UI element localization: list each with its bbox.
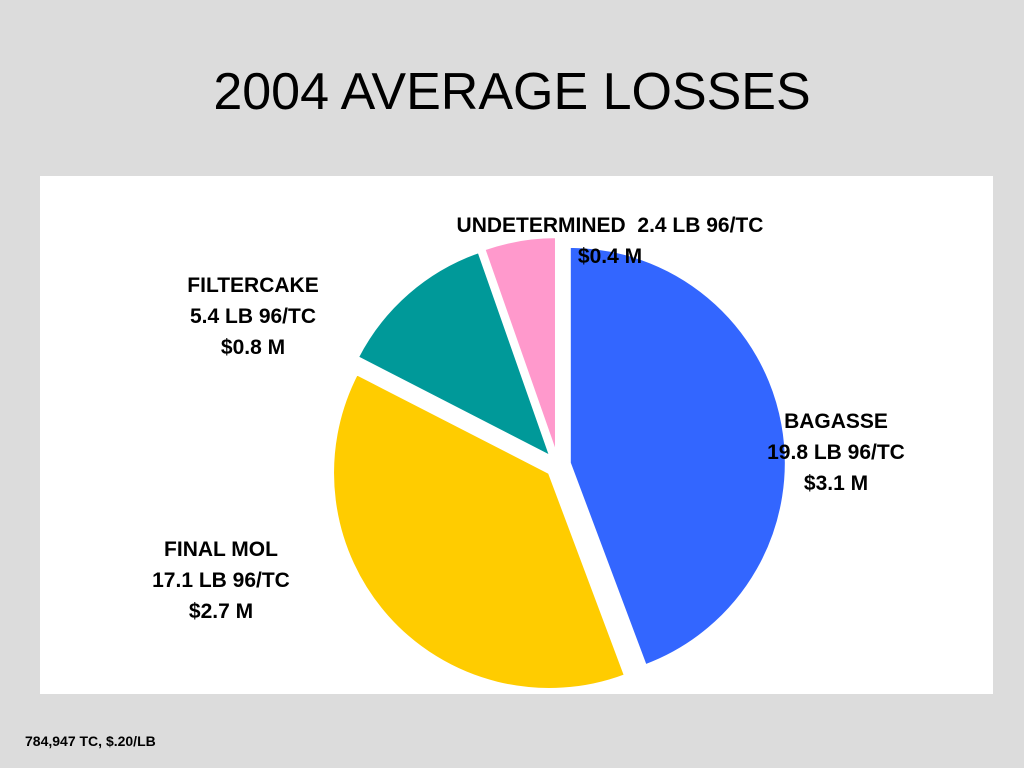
data-label-final-mol-line1: FINAL MOL bbox=[164, 538, 278, 561]
data-label-final-mol-line2: 17.1 LB 96/TC bbox=[152, 569, 290, 592]
pie-chart-panel: UNDETERMINED 2.4 LB 96/TC $0.4 M FILTERC… bbox=[40, 176, 993, 694]
data-label-undetermined: UNDETERMINED 2.4 LB 96/TC $0.4 M bbox=[400, 210, 820, 272]
slice-filtercake bbox=[356, 250, 552, 458]
data-label-bagasse-line1: BAGASSE bbox=[784, 410, 888, 433]
slice-bagasse bbox=[568, 245, 787, 667]
data-label-filtercake-line2: 5.4 LB 96/TC bbox=[189, 305, 317, 328]
pie-chart bbox=[332, 236, 787, 690]
slice-undetermined bbox=[483, 236, 557, 454]
data-label-final-mol: FINAL MOL 17.1 LB 96/TC $2.7 M bbox=[111, 534, 331, 627]
data-label-filtercake: FILTERCAKE 5.4 LB 96/TC $0.8 M bbox=[143, 270, 363, 363]
footnote: 784,947 TC, $.20/LB bbox=[25, 733, 156, 749]
slice-final-mol bbox=[332, 372, 627, 690]
data-label-filtercake-line3: $0.8 M bbox=[220, 336, 286, 359]
slide-title: 2004 AVERAGE LOSSES bbox=[213, 63, 811, 121]
data-label-filtercake-line1: FILTERCAKE bbox=[187, 274, 319, 297]
data-label-undetermined-line1: UNDETERMINED 2.4 LB 96/TC bbox=[456, 214, 764, 237]
data-label-bagasse-line3: $3.1 M bbox=[803, 472, 869, 495]
data-label-undetermined-line2: $0.4 M bbox=[577, 245, 643, 268]
data-label-bagasse: BAGASSE 19.8 LB 96/TC $3.1 M bbox=[726, 406, 946, 499]
data-label-bagasse-line2: 19.8 LB 96/TC bbox=[767, 441, 905, 464]
data-label-final-mol-line3: $2.7 M bbox=[188, 600, 254, 623]
